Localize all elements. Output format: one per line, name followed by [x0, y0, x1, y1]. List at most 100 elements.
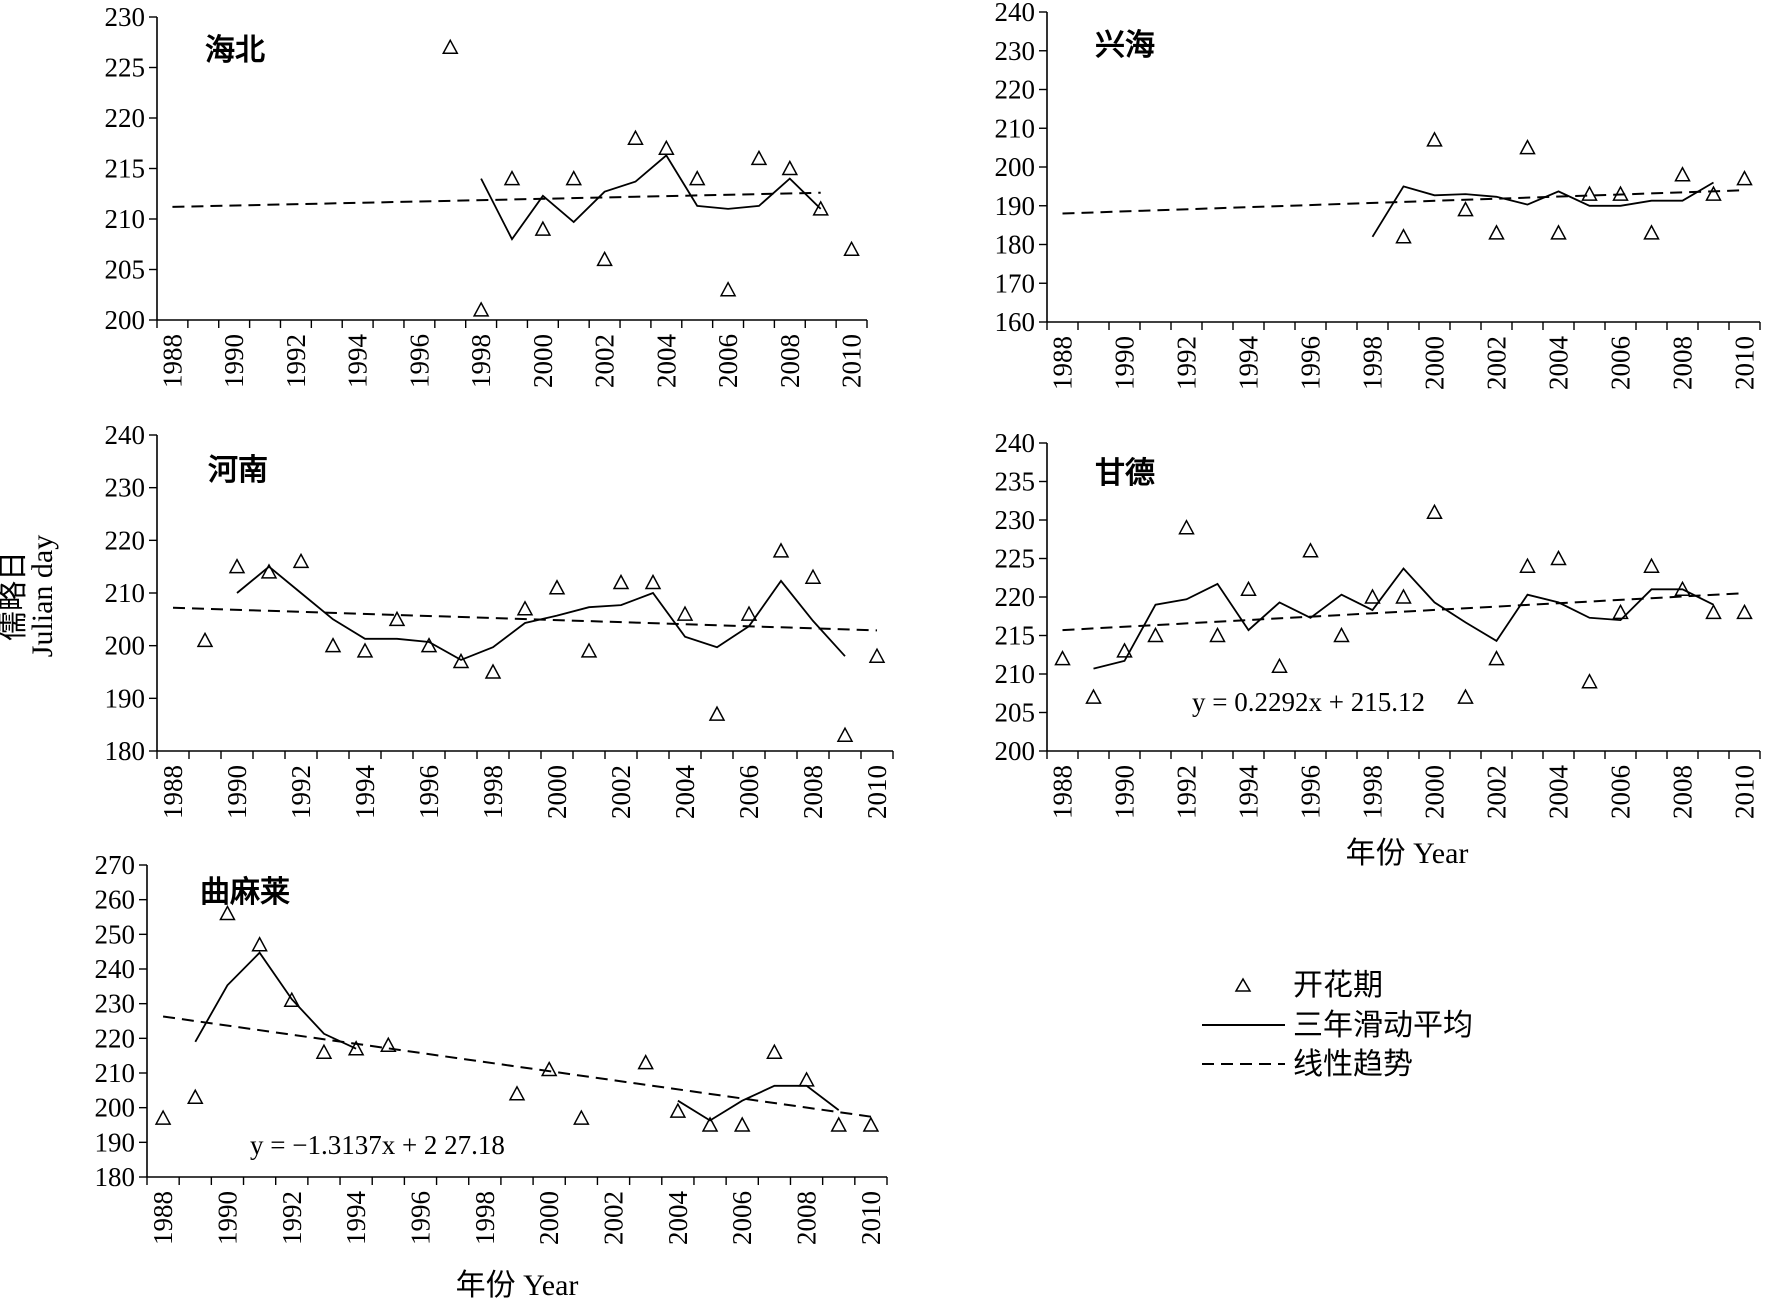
x-tick-label: 2008 — [1668, 336, 1698, 390]
flowering-point — [452, 652, 470, 669]
flowering-point — [347, 1040, 365, 1056]
trend-equation: y = 0.2292x + 215.12 — [1192, 687, 1425, 717]
flowering-point — [1643, 557, 1660, 573]
x-tick-label: 1988 — [148, 1191, 178, 1245]
flowering-point — [1333, 626, 1350, 643]
x-tick-label: 1998 — [470, 1191, 500, 1245]
panel-title: 兴海 — [1095, 29, 1155, 62]
y-tick-label: 240 — [995, 428, 1036, 458]
flowering-point — [1612, 185, 1629, 201]
y-tick-label: 190 — [995, 191, 1036, 221]
flowering-point — [596, 250, 613, 267]
flowering-point — [1209, 626, 1226, 643]
flowering-point — [1519, 139, 1536, 155]
x-tick-label: 2004 — [670, 765, 700, 820]
flowering-point — [798, 1071, 815, 1087]
flowering-point — [283, 991, 301, 1007]
x-tick-label: 2000 — [528, 334, 558, 388]
legend-flowering-label: 开花期 — [1293, 969, 1383, 1002]
flowering-point — [1581, 673, 1598, 689]
flowering-point — [688, 170, 706, 186]
flowering-point — [766, 1043, 783, 1059]
x-tick-label: 2010 — [837, 334, 867, 388]
y-tick-label: 240 — [95, 954, 136, 984]
x-tick-label: 2010 — [862, 765, 892, 819]
flowering-point — [1395, 228, 1412, 244]
x-tick-label: 2002 — [606, 765, 636, 819]
x-tick-label: 2006 — [1606, 336, 1636, 390]
flowering-point — [1271, 657, 1288, 674]
x-tick-label: 2010 — [1730, 765, 1760, 819]
flowering-point — [836, 726, 854, 742]
flowering-point — [1550, 549, 1567, 566]
flowering-point — [812, 200, 829, 216]
x-tick-label: 1988 — [157, 334, 187, 388]
flowering-point — [1705, 603, 1722, 620]
panel-3: 180 190 200 210 220 230 240 1988 1990 1992 1994 199… — [105, 420, 894, 819]
y-tick-label: 200 — [105, 305, 146, 335]
y-tick-label: 205 — [105, 255, 146, 285]
flowering-point — [1147, 626, 1164, 643]
flowering-point — [1178, 519, 1195, 535]
x-tick-label: 2010 — [1730, 336, 1760, 390]
x-tick-label: 2000 — [534, 1191, 564, 1245]
chart-panels: 200 205 210 215 220 225 230 1988 1990 1992 1994 199… — [95, 0, 1761, 1245]
flowering-point — [1643, 224, 1660, 240]
flowering-point — [1302, 542, 1319, 558]
flowering-point — [676, 605, 694, 621]
flowering-point — [1705, 185, 1722, 201]
y-tick-label: 240 — [105, 420, 146, 450]
flowering-point — [1085, 688, 1102, 704]
flowering-point — [1054, 650, 1071, 666]
x-tick-label: 2006 — [727, 1191, 757, 1245]
x-tick-label: 2010 — [856, 1191, 886, 1245]
flowering-point — [708, 705, 726, 721]
moving-avg-line — [480, 154, 822, 241]
y-tick-label: 225 — [105, 53, 146, 83]
moving-avg-line — [194, 951, 357, 1050]
x-tick-label: 2008 — [798, 765, 828, 819]
y-tick-label: 210 — [995, 113, 1036, 143]
x-tick-label: 1994 — [350, 765, 380, 820]
y-axis-title-en: Julian day — [26, 535, 59, 657]
flowering-point — [228, 558, 246, 574]
x-tick-label: 2008 — [775, 334, 805, 388]
flowering-point — [503, 170, 521, 186]
y-tick-label: 215 — [105, 154, 146, 184]
x-tick-label: 1990 — [219, 334, 249, 388]
flowering-point — [1736, 170, 1753, 186]
flowering-point — [612, 573, 630, 590]
x-tick-label: 1998 — [478, 765, 508, 819]
legend-moving-avg-label: 三年滑动平均 — [1293, 1009, 1473, 1042]
x-tick-label: 1994 — [341, 1191, 371, 1246]
y-tick-label: 210 — [105, 204, 146, 234]
panel-title: 甘德 — [1095, 457, 1155, 490]
legend: 开花期 三年滑动平均 线性趋势 — [1202, 969, 1473, 1081]
y-tick-label: 220 — [995, 75, 1036, 105]
y-tick-label: 205 — [995, 698, 1036, 728]
x-tick-label: 1996 — [1296, 336, 1326, 390]
flowering-point — [1457, 688, 1474, 704]
y-tick-label: 235 — [995, 467, 1036, 497]
x-tick-label: 1990 — [222, 765, 252, 819]
x-tick-label: 1992 — [281, 334, 311, 388]
x-tick-label: 2008 — [1668, 765, 1698, 819]
y-tick-label: 160 — [995, 307, 1036, 337]
x-tick-label: 1990 — [1110, 765, 1140, 819]
flowering-point — [324, 637, 342, 653]
flowering-point — [1395, 588, 1412, 604]
x-tick-label: 2004 — [651, 334, 681, 389]
x-tick-label: 1996 — [1296, 765, 1326, 819]
y-tick-label: 230 — [105, 473, 146, 503]
y-tick-label: 270 — [95, 850, 136, 880]
flowering-point — [733, 1116, 751, 1132]
x-tick-label: 1988 — [1048, 765, 1078, 819]
flowering-point — [388, 610, 406, 627]
x-tick-label: 2006 — [713, 334, 743, 388]
flowering-point — [484, 663, 502, 679]
flowering-point — [1550, 224, 1567, 240]
y-tick-label: 180 — [95, 1162, 136, 1192]
flowering-point — [658, 139, 675, 156]
y-tick-label: 210 — [105, 578, 146, 608]
